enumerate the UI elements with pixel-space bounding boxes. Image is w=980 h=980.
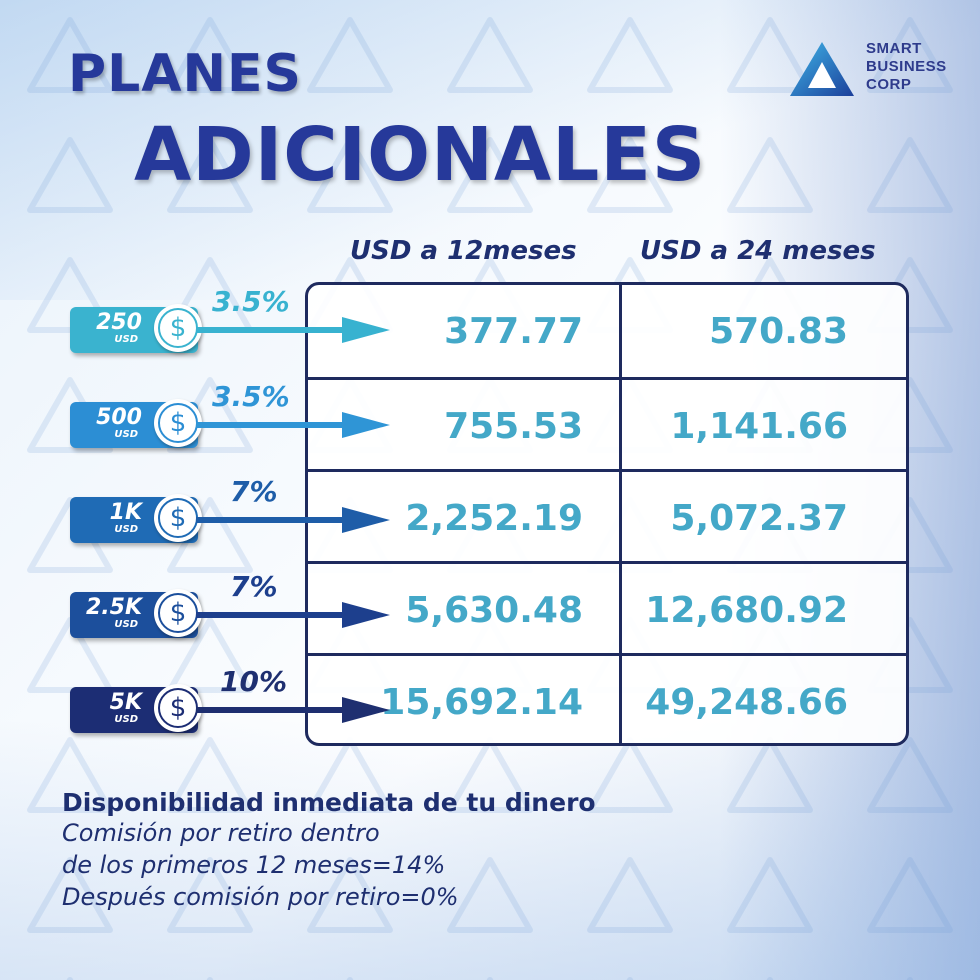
- plan-currency: USD: [114, 619, 138, 630]
- plans-table: 377.77 570.83 755.53 1,141.66 2,252.19 5…: [305, 282, 909, 746]
- arrow-right-icon: [196, 602, 390, 628]
- dollar-sign-icon: $: [158, 593, 198, 633]
- footer-title: Disponibilidad inmediata de tu dinero: [62, 788, 596, 817]
- value-24-months: 12,680.92: [645, 590, 848, 631]
- brand-logo: SMART BUSINESS CORP: [786, 38, 956, 102]
- plan-amount: 250: [96, 310, 142, 335]
- column-header-12-months: USD a 12meses: [350, 236, 577, 266]
- plan-currency: USD: [114, 714, 138, 725]
- column-header-24-months: USD a 24 meses: [640, 236, 876, 266]
- value-12-months: 2,252.19: [405, 498, 583, 539]
- value-24-months: 5,072.37: [670, 498, 848, 539]
- dollar-coin-icon: $: [154, 399, 202, 447]
- arrow-right-icon: [196, 317, 390, 343]
- dollar-coin-icon: $: [154, 494, 202, 542]
- dollar-coin-icon: $: [154, 304, 202, 352]
- brand-line: SMART: [866, 40, 922, 57]
- dollar-coin-icon: $: [154, 684, 202, 732]
- brand-name: SMART BUSINESS CORP: [866, 40, 947, 94]
- dollar-sign-icon: $: [158, 498, 198, 538]
- triangle-logo-icon: [790, 42, 854, 96]
- table-row: 755.53 1,141.66: [308, 377, 906, 470]
- table-row: 377.77 570.83: [308, 285, 906, 378]
- table-row: 2,252.19 5,072.37: [308, 469, 906, 562]
- plan-amount: 5K: [109, 690, 142, 715]
- value-12-months: 755.53: [444, 406, 583, 447]
- dollar-sign-icon: $: [158, 308, 198, 348]
- footer-line: Después comisión por retiro=0%: [62, 883, 459, 911]
- arrow-right-icon: [196, 507, 390, 533]
- plan-currency: USD: [114, 524, 138, 535]
- footer-line: de los primeros 12 meses=14%: [62, 851, 446, 879]
- plan-tag: 2.5K USD $: [70, 589, 202, 638]
- value-24-months: 1,141.66: [670, 406, 848, 447]
- plan-amount: 2.5K: [85, 595, 142, 620]
- brand-line: BUSINESS: [866, 58, 947, 75]
- plan-amount: 1K: [109, 500, 142, 525]
- plan-tag: 500 USD $: [70, 399, 202, 448]
- plan-amount: 500: [96, 405, 142, 430]
- footer-note: Disponibilidad inmediata de tu dinero Co…: [62, 788, 596, 913]
- footer-line: Comisión por retiro dentro: [62, 819, 380, 847]
- dollar-sign-icon: $: [158, 688, 198, 728]
- value-24-months: 49,248.66: [645, 682, 848, 723]
- value-12-months: 15,692.14: [380, 682, 583, 723]
- arrow-right-icon: [196, 412, 390, 438]
- interest-rate-label: 7%: [230, 570, 278, 603]
- value-24-months: 570.83: [709, 311, 848, 352]
- arrow-right-icon: [196, 697, 390, 723]
- column-divider: [619, 285, 622, 743]
- interest-rate-label: 3.5%: [212, 285, 290, 318]
- plan-currency: USD: [114, 334, 138, 345]
- interest-rate-label: 7%: [230, 475, 278, 508]
- plan-tag: 1K USD $: [70, 494, 202, 543]
- dollar-sign-icon: $: [158, 403, 198, 443]
- plan-currency: USD: [114, 429, 138, 440]
- value-12-months: 377.77: [444, 311, 583, 352]
- brand-line: CORP: [866, 76, 912, 93]
- table-row: 15,692.14 49,248.66: [308, 653, 906, 743]
- plan-tag: 250 USD $: [70, 304, 202, 353]
- page-title-line2: ADICIONALES: [134, 112, 707, 198]
- value-12-months: 5,630.48: [405, 590, 583, 631]
- table-row: 5,630.48 12,680.92: [308, 561, 906, 654]
- plan-tag: 5K USD $: [70, 684, 202, 733]
- interest-rate-label: 3.5%: [212, 380, 290, 413]
- page-title-line1: PLANES: [68, 44, 302, 104]
- interest-rate-label: 10%: [220, 665, 288, 698]
- dollar-coin-icon: $: [154, 589, 202, 637]
